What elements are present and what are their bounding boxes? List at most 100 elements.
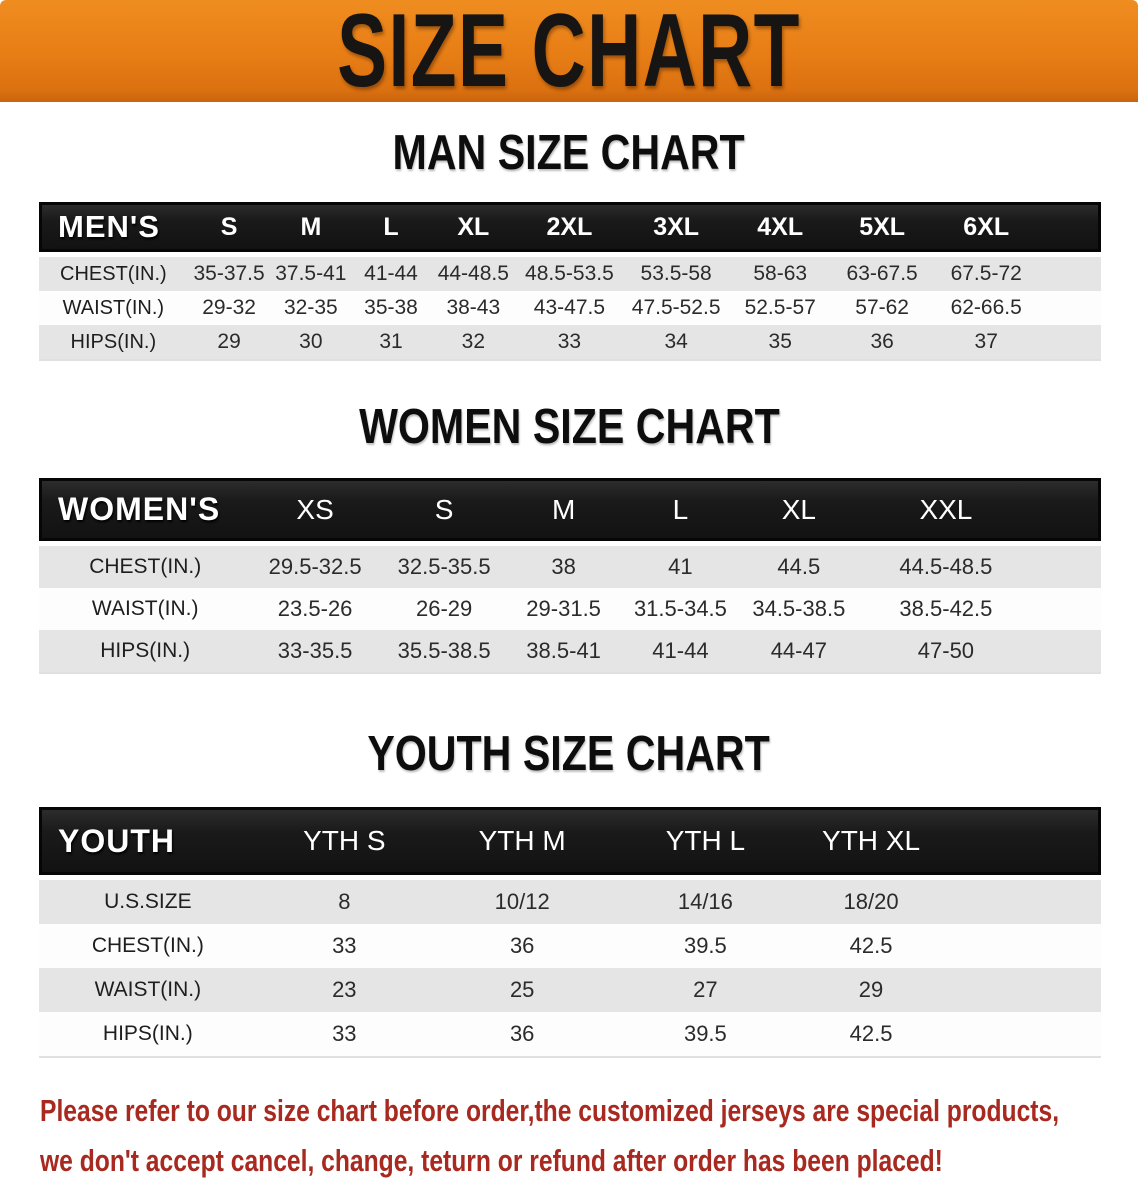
size-cell: 39.5 <box>612 1012 799 1058</box>
women-size-header: L <box>617 478 744 541</box>
women-section: WOMEN SIZE CHART WOMEN'S XS S M L XL XXL… <box>0 403 1138 674</box>
size-cell: 33 <box>256 1012 432 1058</box>
youth-size-header: YTH L <box>612 807 799 875</box>
size-cell: 35-38 <box>351 291 431 325</box>
filler-cell <box>1039 325 1101 361</box>
size-cell: 36 <box>831 325 934 361</box>
size-cell: 32 <box>430 325 516 361</box>
men-heading: MAN SIZE CHART <box>392 126 746 180</box>
row-label: WAIST(IN.) <box>39 291 188 325</box>
row-label: HIPS(IN.) <box>39 630 252 674</box>
youth-size-header: YTH M <box>431 807 613 875</box>
men-size-header: L <box>351 202 431 252</box>
filler-cell <box>1039 291 1101 325</box>
youth-waist-row: WAIST(IN.) 23 25 27 29 <box>39 968 1101 1012</box>
size-cell: 18/20 <box>798 875 944 924</box>
size-cell: 58-63 <box>729 252 832 291</box>
size-cell: 38.5-41 <box>509 630 618 674</box>
women-heading: WOMEN SIZE CHART <box>358 400 780 454</box>
women-size-header: M <box>509 478 618 541</box>
youth-chest-row: CHEST(IN.) 33 36 39.5 42.5 <box>39 924 1101 968</box>
size-cell: 23 <box>256 968 432 1012</box>
youth-size-header: YTH S <box>256 807 432 875</box>
size-cell: 31.5-34.5 <box>617 588 744 630</box>
size-cell: 26-29 <box>378 588 510 630</box>
men-size-header: 3XL <box>623 202 730 252</box>
men-size-header: 5XL <box>831 202 934 252</box>
row-label: CHEST(IN.) <box>39 252 188 291</box>
men-size-table: MEN'S S M L XL 2XL 3XL 4XL 5XL 6XL CHEST… <box>39 202 1101 361</box>
women-size-header: XL <box>743 478 855 541</box>
women-header-row: WOMEN'S XS S M L XL XXL <box>39 478 1101 541</box>
size-cell: 31 <box>351 325 431 361</box>
women-chest-row: CHEST(IN.) 29.5-32.5 32.5-35.5 38 41 44.… <box>39 541 1101 588</box>
size-cell: 48.5-53.5 <box>515 252 624 291</box>
size-cell: 36 <box>431 924 613 968</box>
filler-cell <box>1037 630 1101 674</box>
size-cell: 33 <box>256 924 432 968</box>
men-header-row: MEN'S S M L XL 2XL 3XL 4XL 5XL 6XL <box>39 202 1101 252</box>
men-size-header: 4XL <box>729 202 832 252</box>
size-cell: 29.5-32.5 <box>251 541 379 588</box>
men-size-header: S <box>187 202 271 252</box>
banner-title: SIZE CHART <box>337 0 801 109</box>
size-cell: 57-62 <box>831 291 934 325</box>
size-cell: 52.5-57 <box>729 291 832 325</box>
women-size-header: S <box>378 478 510 541</box>
size-cell: 32.5-35.5 <box>378 541 510 588</box>
size-cell: 29 <box>798 968 944 1012</box>
size-cell: 29-31.5 <box>509 588 618 630</box>
size-cell: 47.5-52.5 <box>623 291 730 325</box>
row-label: WAIST(IN.) <box>39 588 252 630</box>
filler-cell <box>1037 541 1101 588</box>
size-cell: 33 <box>515 325 624 361</box>
filler-cell <box>943 1012 1101 1058</box>
size-cell: 35 <box>729 325 832 361</box>
men-corner-label: MEN'S <box>39 202 188 252</box>
row-label: U.S.SIZE <box>39 875 257 924</box>
men-size-header: XL <box>430 202 516 252</box>
size-cell: 38 <box>509 541 618 588</box>
size-cell: 35.5-38.5 <box>378 630 510 674</box>
filler-cell <box>943 875 1101 924</box>
men-waist-row: WAIST(IN.) 29-32 32-35 35-38 38-43 43-47… <box>39 291 1101 325</box>
size-cell: 29-32 <box>187 291 271 325</box>
men-size-header: 2XL <box>515 202 624 252</box>
youth-heading: YOUTH SIZE CHART <box>367 727 771 781</box>
women-size-table: WOMEN'S XS S M L XL XXL CHEST(IN.) 29.5-… <box>39 478 1101 674</box>
women-waist-row: WAIST(IN.) 23.5-26 26-29 29-31.5 31.5-34… <box>39 588 1101 630</box>
size-cell: 42.5 <box>798 924 944 968</box>
size-cell: 34.5-38.5 <box>743 588 855 630</box>
filler-cell <box>943 924 1101 968</box>
men-section: MAN SIZE CHART MEN'S S M L XL 2XL 3XL 4X… <box>0 129 1138 361</box>
men-size-header: M <box>270 202 352 252</box>
men-header-filler <box>1039 202 1101 252</box>
size-cell: 41 <box>617 541 744 588</box>
women-size-header: XXL <box>854 478 1038 541</box>
size-cell: 14/16 <box>612 875 799 924</box>
youth-size-header: YTH XL <box>798 807 944 875</box>
youth-corner-label: YOUTH <box>39 807 257 875</box>
women-header-filler <box>1037 478 1101 541</box>
size-cell: 36 <box>431 1012 613 1058</box>
size-cell: 37.5-41 <box>270 252 352 291</box>
size-cell: 23.5-26 <box>251 588 379 630</box>
size-cell: 29 <box>187 325 271 361</box>
size-cell: 44.5 <box>743 541 855 588</box>
row-label: HIPS(IN.) <box>39 1012 257 1058</box>
men-hips-row: HIPS(IN.) 29 30 31 32 33 34 35 36 37 <box>39 325 1101 361</box>
size-cell: 32-35 <box>270 291 352 325</box>
women-size-header: XS <box>251 478 379 541</box>
filler-cell <box>943 968 1101 1012</box>
size-cell: 43-47.5 <box>515 291 624 325</box>
disclaimer-line-1: Please refer to our size chart before or… <box>40 1093 1060 1128</box>
size-cell: 53.5-58 <box>623 252 730 291</box>
size-cell: 67.5-72 <box>933 252 1040 291</box>
size-cell: 38-43 <box>430 291 516 325</box>
youth-header-filler <box>943 807 1101 875</box>
size-cell: 33-35.5 <box>251 630 379 674</box>
men-chest-row: CHEST(IN.) 35-37.5 37.5-41 41-44 44-48.5… <box>39 252 1101 291</box>
size-cell: 27 <box>612 968 799 1012</box>
disclaimer-line-2: we don't accept cancel, change, teturn o… <box>40 1143 943 1179</box>
women-corner-label: WOMEN'S <box>39 478 252 541</box>
